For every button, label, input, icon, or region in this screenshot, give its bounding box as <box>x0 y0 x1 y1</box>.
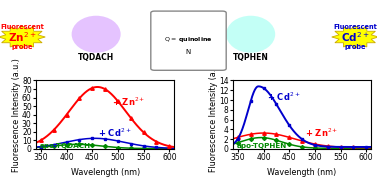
Text: probe: probe <box>11 44 33 50</box>
Text: apo-TQDACH: apo-TQDACH <box>40 143 90 149</box>
Text: + Zn$^{2+}$: + Zn$^{2+}$ <box>305 126 338 139</box>
Text: probe: probe <box>344 44 366 50</box>
Text: apo-TQPHEN: apo-TQPHEN <box>236 143 287 149</box>
X-axis label: Wavelength (nm): Wavelength (nm) <box>267 168 337 177</box>
Text: Fluorescent: Fluorescent <box>333 24 377 30</box>
Y-axis label: Fluorescence Intensity (a.u.): Fluorescence Intensity (a.u.) <box>208 58 218 172</box>
Text: Fluorescent: Fluorescent <box>0 24 44 30</box>
Polygon shape <box>0 26 45 48</box>
Text: Q = $\bf{quinoline}$: Q = $\bf{quinoline}$ <box>164 35 213 44</box>
Ellipse shape <box>72 16 121 53</box>
FancyBboxPatch shape <box>151 11 226 70</box>
Text: Zn$^{2+}$: Zn$^{2+}$ <box>8 30 36 44</box>
Text: TQDACH: TQDACH <box>78 53 114 62</box>
Y-axis label: Fluorescence Intensity (a.u.): Fluorescence Intensity (a.u.) <box>12 58 20 172</box>
Text: TQPHEN: TQPHEN <box>233 53 269 62</box>
Text: + Cd$^{2+}$: + Cd$^{2+}$ <box>267 91 300 103</box>
Text: N: N <box>186 49 191 55</box>
Text: Cd$^{2+}$: Cd$^{2+}$ <box>341 30 369 44</box>
Text: + Zn$^{2+}$: + Zn$^{2+}$ <box>112 96 145 108</box>
Ellipse shape <box>226 16 275 53</box>
Text: + Cd$^{2+}$: + Cd$^{2+}$ <box>98 126 132 139</box>
X-axis label: Wavelength (nm): Wavelength (nm) <box>70 168 140 177</box>
Polygon shape <box>332 26 377 48</box>
